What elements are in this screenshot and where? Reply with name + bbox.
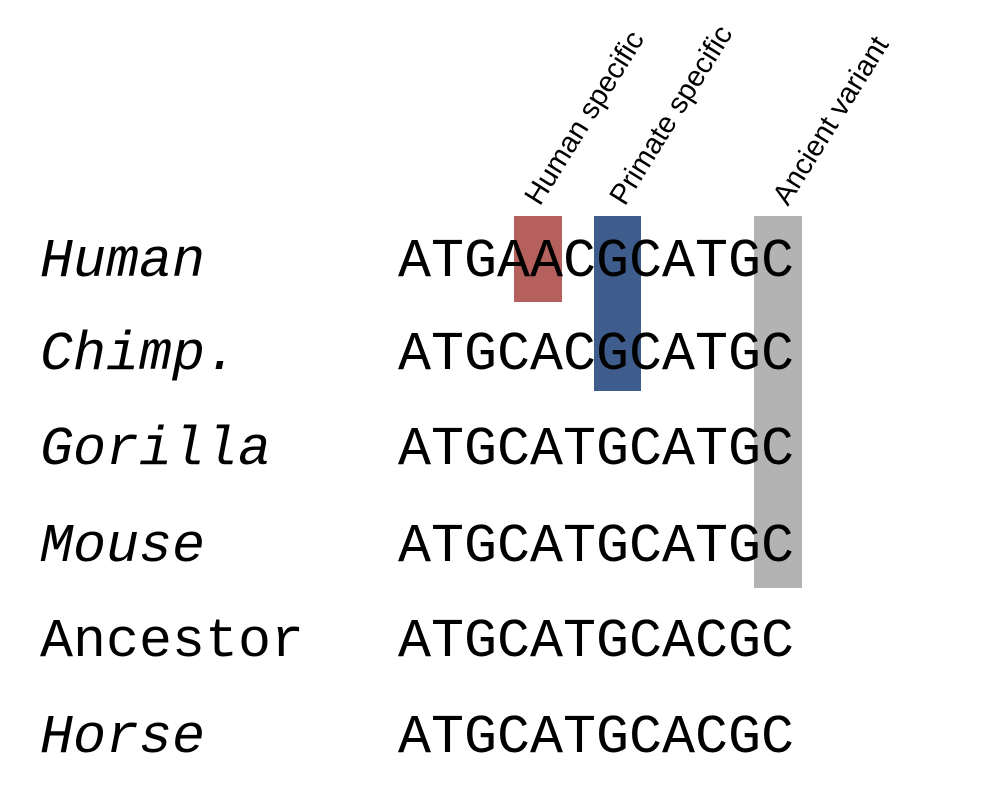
sequence-human: ATGAACGCATGC: [398, 230, 795, 293]
human-specific-highlight: [514, 216, 562, 302]
species-label-human: Human: [40, 230, 206, 293]
sequence-chimp: ATGCACGCATGC: [398, 323, 795, 386]
species-label-horse: Horse: [40, 706, 206, 769]
species-label-gorilla: Gorilla: [40, 418, 272, 481]
ancient-variant-label: Ancient variant: [766, 30, 896, 211]
sequence-mouse: ATGCATGCATGC: [398, 515, 795, 578]
sequence-ancestor: ATGCATGCACGC: [398, 610, 795, 673]
species-label-mouse: Mouse: [40, 515, 206, 578]
sequence-horse: ATGCATGCACGC: [398, 706, 795, 769]
primate-specific-highlight: [594, 216, 641, 391]
sequence-gorilla: ATGCATGCATGC: [398, 418, 795, 481]
ancient-variant-highlight: [754, 216, 802, 588]
species-label-chimp: Chimp.: [40, 323, 239, 386]
species-label-ancestor: Ancestor: [40, 610, 305, 673]
